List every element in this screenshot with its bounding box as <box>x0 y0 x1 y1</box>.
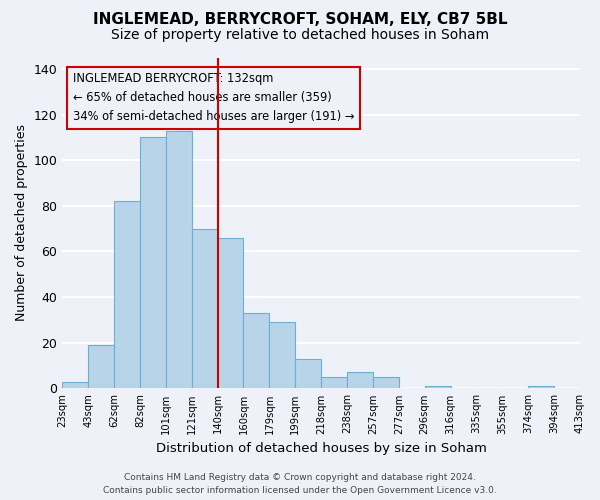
Bar <box>88 345 114 389</box>
Bar <box>140 138 166 388</box>
Bar <box>192 228 218 388</box>
Bar <box>114 202 140 388</box>
Text: INGLEMEAD, BERRYCROFT, SOHAM, ELY, CB7 5BL: INGLEMEAD, BERRYCROFT, SOHAM, ELY, CB7 5… <box>93 12 507 28</box>
Text: INGLEMEAD BERRYCROFT: 132sqm
← 65% of detached houses are smaller (359)
34% of s: INGLEMEAD BERRYCROFT: 132sqm ← 65% of de… <box>73 72 354 124</box>
Bar <box>347 372 373 388</box>
Text: Contains HM Land Registry data © Crown copyright and database right 2024.
Contai: Contains HM Land Registry data © Crown c… <box>103 474 497 495</box>
Bar <box>295 359 321 388</box>
X-axis label: Distribution of detached houses by size in Soham: Distribution of detached houses by size … <box>156 442 487 455</box>
Bar <box>269 322 295 388</box>
Y-axis label: Number of detached properties: Number of detached properties <box>15 124 28 322</box>
Bar <box>166 130 192 388</box>
Bar <box>218 238 244 388</box>
Bar <box>373 377 399 388</box>
Bar <box>62 382 88 388</box>
Bar <box>528 386 554 388</box>
Text: Size of property relative to detached houses in Soham: Size of property relative to detached ho… <box>111 28 489 42</box>
Bar <box>425 386 451 388</box>
Bar <box>244 313 269 388</box>
Bar <box>321 377 347 388</box>
